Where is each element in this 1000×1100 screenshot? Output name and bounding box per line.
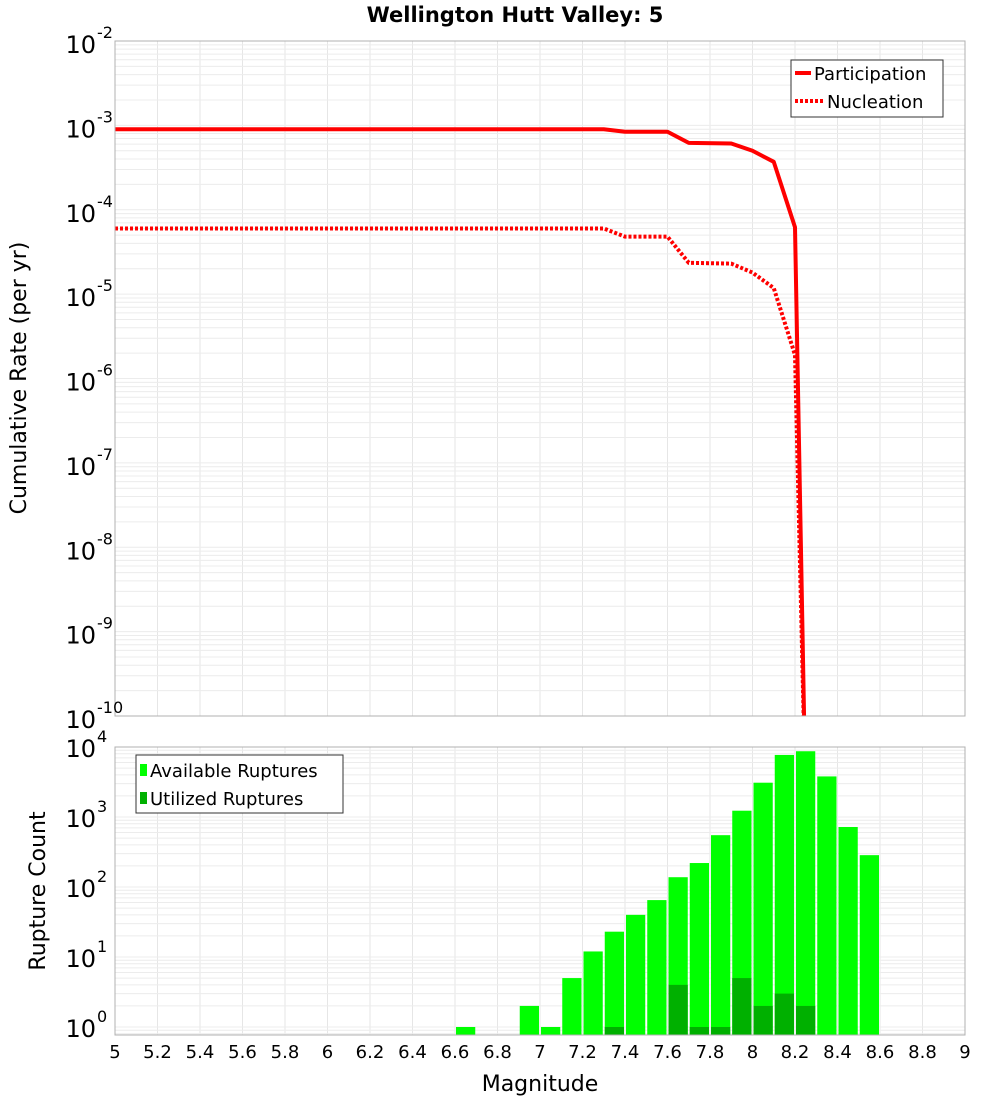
bar-available [519, 1005, 539, 1035]
x-tick-label: 8 [747, 1042, 758, 1063]
legend-utilized-label: Utilized Ruptures [150, 789, 303, 810]
legend-available-label: Available Ruptures [150, 761, 318, 782]
bar-available [774, 754, 794, 1035]
y-tick-label: 10 [65, 537, 96, 565]
x-tick-label: 7.8 [696, 1042, 725, 1063]
series-line-participation [115, 127, 807, 716]
x-tick-label: 7.4 [611, 1042, 640, 1063]
bar-available [604, 931, 624, 1035]
x-tick-label: 5.8 [271, 1042, 300, 1063]
x-tick-label: 5.6 [228, 1042, 257, 1063]
x-tick-label: 9 [959, 1042, 970, 1063]
y-tick-exponent: -7 [97, 445, 113, 464]
bar-available [647, 900, 667, 1035]
bottom-y-axis-label: Rupture Count [26, 811, 51, 971]
bar-utilized [753, 1005, 773, 1035]
y-tick-exponent: -6 [97, 361, 113, 380]
bottom-plot-frame [114, 746, 966, 1036]
top-y-axis-label: Cumulative Rate (per yr) [7, 242, 32, 515]
y-tick-label: 10 [65, 706, 96, 734]
bar-available [626, 914, 646, 1035]
bottom-legend: Available Ruptures Utilized Ruptures [135, 754, 344, 814]
x-tick-label: 6.2 [356, 1042, 385, 1063]
bar-utilized [604, 1027, 624, 1035]
y-tick-exponent: 4 [97, 727, 107, 746]
y-tick-label: 10 [65, 1015, 96, 1043]
y-tick-exponent: -9 [97, 614, 113, 633]
bar-available [796, 751, 816, 1035]
y-tick-label: 10 [65, 875, 96, 903]
x-tick-label: 6.6 [441, 1042, 470, 1063]
x-tick-label: 7.6 [653, 1042, 682, 1063]
x-tick-label: 5.2 [143, 1042, 172, 1063]
y-tick-label: 10 [65, 31, 96, 59]
x-tick-label: 8.2 [781, 1042, 810, 1063]
y-tick-label: 10 [65, 735, 96, 763]
top-legend: Participation Nucleation [790, 59, 944, 118]
top-plot-frame [114, 40, 966, 717]
y-tick-label: 10 [65, 200, 96, 228]
y-tick-exponent: 3 [97, 797, 107, 816]
y-tick-label: 10 [65, 369, 96, 397]
bar-utilized [732, 978, 752, 1035]
x-tick-label: 7.2 [568, 1042, 597, 1063]
x-tick-label: 5.4 [186, 1042, 215, 1063]
x-tick-label: 6.4 [398, 1042, 427, 1063]
series-line-nucleation [115, 226, 806, 716]
bar-utilized [774, 993, 794, 1035]
y-tick-label: 10 [65, 805, 96, 833]
y-tick-exponent: -3 [97, 107, 113, 126]
chart-title: Wellington Hutt Valley: 5 [367, 3, 664, 27]
legend-available-swatch [140, 764, 147, 776]
bar-available [753, 782, 773, 1035]
y-tick-exponent: -5 [97, 276, 113, 295]
bar-available [562, 978, 582, 1035]
bar-available [838, 826, 858, 1035]
y-tick-exponent: 2 [97, 867, 107, 886]
bar-utilized [711, 1027, 731, 1035]
x-tick-label: 5 [109, 1042, 120, 1063]
bar-available [689, 863, 709, 1035]
x-tick-label: 8.4 [823, 1042, 852, 1063]
x-tick-label: 7 [534, 1042, 545, 1063]
bar-available [859, 855, 879, 1035]
y-tick-exponent: -2 [97, 23, 113, 42]
y-tick-exponent: -4 [97, 192, 113, 211]
y-tick-label: 10 [65, 284, 96, 312]
y-tick-exponent: -8 [97, 529, 113, 548]
bar-available [456, 1027, 476, 1035]
legend-nucleation-label: Nucleation [827, 92, 923, 113]
x-tick-label: 8.6 [866, 1042, 895, 1063]
bar-utilized [689, 1027, 709, 1035]
x-axis-label: Magnitude [482, 1072, 599, 1097]
bar-utilized [668, 984, 688, 1035]
legend-participation-label: Participation [814, 64, 926, 85]
y-tick-label: 10 [65, 453, 96, 481]
legend-utilized-swatch [140, 792, 147, 804]
x-tick-label: 6 [322, 1042, 333, 1063]
y-tick-exponent: 1 [97, 937, 107, 956]
bar-available [541, 1027, 561, 1035]
x-tick-label: 8.8 [908, 1042, 937, 1063]
bar-available [583, 951, 603, 1035]
y-tick-exponent: 0 [97, 1007, 107, 1026]
y-tick-label: 10 [65, 622, 96, 650]
y-tick-label: 10 [65, 115, 96, 143]
y-tick-label: 10 [65, 945, 96, 973]
bar-utilized [796, 1005, 816, 1035]
bar-available [817, 776, 837, 1035]
bar-available [711, 835, 731, 1035]
y-tick-exponent: -10 [97, 698, 123, 717]
x-tick-label: 6.8 [483, 1042, 512, 1063]
